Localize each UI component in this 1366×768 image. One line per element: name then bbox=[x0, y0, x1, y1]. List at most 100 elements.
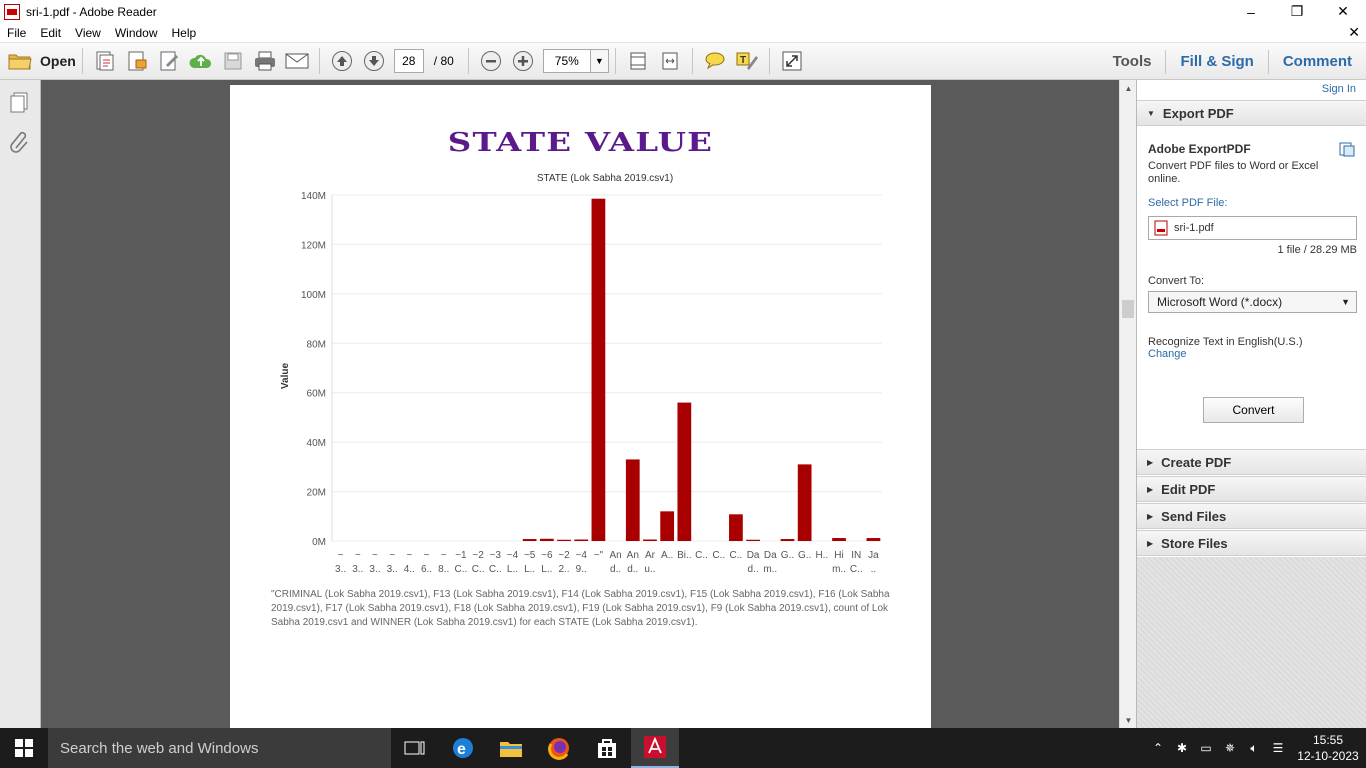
vertical-scrollbar[interactable]: ▲ ▼ bbox=[1119, 80, 1136, 728]
restore-button[interactable]: ❐ bbox=[1290, 3, 1304, 19]
sign-in-link[interactable]: Sign In bbox=[1321, 83, 1356, 95]
x-tick-label: d.. bbox=[627, 564, 638, 575]
convert-to-value: Microsoft Word (*.docx) bbox=[1157, 295, 1283, 309]
attachments-paperclip-icon[interactable] bbox=[7, 129, 33, 155]
comment-bubble-icon[interactable] bbox=[702, 48, 728, 74]
x-tick-label: 6.. bbox=[421, 564, 432, 575]
minimize-button[interactable]: – bbox=[1247, 3, 1255, 20]
full-screen-icon[interactable] bbox=[779, 48, 805, 74]
x-tick-label: ~3 bbox=[490, 550, 502, 561]
open-button[interactable]: Open bbox=[8, 51, 76, 71]
print-icon[interactable] bbox=[252, 48, 278, 74]
select-file-label: Select PDF File: bbox=[1148, 197, 1228, 209]
fit-width-icon[interactable] bbox=[657, 48, 683, 74]
system-tray: ⌃ ✱ ▭ ✵ 🔈︎ ☰ 15:55 12-10-2023 bbox=[1146, 728, 1366, 768]
next-page-icon[interactable] bbox=[361, 48, 387, 74]
windows-logo-icon bbox=[15, 739, 33, 757]
export-pdf-header[interactable]: ▼ Export PDF bbox=[1137, 100, 1366, 126]
x-tick-label: L.. bbox=[507, 564, 518, 575]
change-language-link[interactable]: Change bbox=[1148, 348, 1187, 360]
scroll-down-arrow-icon[interactable]: ▼ bbox=[1124, 715, 1133, 725]
start-button[interactable] bbox=[0, 728, 48, 768]
x-tick-label: C.. bbox=[489, 564, 502, 575]
upload-cloud-icon[interactable] bbox=[188, 48, 214, 74]
toolbar-separator bbox=[691, 48, 693, 74]
create-pdf-header[interactable]: ▶ Create PDF bbox=[1137, 449, 1366, 475]
notifications-icon[interactable]: ☰ bbox=[1272, 741, 1284, 755]
x-tick-label: u.. bbox=[644, 564, 655, 575]
menu-window[interactable]: Window bbox=[114, 25, 158, 40]
menu-view[interactable]: View bbox=[75, 25, 101, 40]
bluetooth-icon[interactable]: ✱ bbox=[1176, 741, 1188, 755]
edit-pdf-header[interactable]: ▶ Edit PDF bbox=[1137, 476, 1366, 502]
convert-to-label: Convert To: bbox=[1148, 275, 1205, 287]
svg-text:e: e bbox=[457, 741, 466, 758]
convert-button[interactable]: Convert bbox=[1203, 397, 1304, 423]
page-thumbnails-icon[interactable] bbox=[7, 90, 33, 116]
collapsed-triangle-icon: ▶ bbox=[1147, 457, 1154, 467]
x-tick-label: Ja bbox=[868, 550, 879, 561]
convert-to-select[interactable]: Microsoft Word (*.docx) ▼ bbox=[1148, 291, 1357, 313]
x-tick-label: IN bbox=[851, 550, 861, 561]
volume-icon[interactable]: 🔈︎ bbox=[1250, 740, 1258, 755]
taskbar-clock[interactable]: 15:55 12-10-2023 bbox=[1290, 732, 1366, 764]
tab-tools[interactable]: Tools bbox=[1112, 53, 1152, 70]
edge-browser-icon[interactable]: e bbox=[439, 728, 487, 768]
zoom-dropdown-chevron-icon[interactable]: ▼ bbox=[590, 49, 609, 73]
x-tick-label: C.. bbox=[695, 550, 708, 561]
battery-icon[interactable]: ▭ bbox=[1200, 741, 1212, 755]
x-tick-label: ~ bbox=[355, 550, 361, 561]
x-tick-label: G.. bbox=[781, 550, 794, 561]
send-files-title: Send Files bbox=[1161, 508, 1227, 524]
task-view-icon[interactable] bbox=[391, 728, 439, 768]
highlight-text-icon[interactable]: T bbox=[734, 48, 760, 74]
toolbar-separator bbox=[614, 48, 616, 74]
tab-separator bbox=[1165, 49, 1167, 74]
zoom-out-icon[interactable] bbox=[478, 48, 504, 74]
firefox-icon[interactable] bbox=[535, 728, 583, 768]
chart-caption: "CRIMINAL (Lok Sabha 2019.csv1), F13 (Lo… bbox=[271, 589, 890, 628]
edit-pdf-icon[interactable] bbox=[156, 48, 182, 74]
tab-fill-sign[interactable]: Fill & Sign bbox=[1180, 53, 1254, 70]
selected-file-field[interactable]: sri-1.pdf bbox=[1148, 216, 1357, 240]
save-icon[interactable] bbox=[220, 48, 246, 74]
email-icon[interactable] bbox=[284, 48, 310, 74]
store-files-header[interactable]: ▶ Store Files bbox=[1137, 530, 1366, 556]
page-number-input[interactable]: 28 bbox=[393, 49, 424, 73]
create-pdf-icon[interactable] bbox=[92, 48, 118, 74]
zoom-level-input[interactable]: 75% bbox=[542, 49, 591, 73]
x-tick-label: C.. bbox=[455, 564, 468, 575]
window-title: sri-1.pdf - Adobe Reader bbox=[26, 4, 157, 19]
send-files-header[interactable]: ▶ Send Files bbox=[1137, 503, 1366, 529]
export-service-icon[interactable] bbox=[1338, 140, 1356, 158]
x-tick-label: ~1 bbox=[455, 550, 467, 561]
fit-page-icon[interactable] bbox=[625, 48, 651, 74]
adobe-reader-taskbar-icon[interactable] bbox=[631, 728, 679, 768]
x-tick-label: ~5 bbox=[524, 550, 536, 561]
export-pdf-icon[interactable] bbox=[124, 48, 150, 74]
menu-edit[interactable]: Edit bbox=[40, 25, 62, 40]
zoom-in-icon[interactable] bbox=[510, 48, 536, 74]
scroll-up-arrow-icon[interactable]: ▲ bbox=[1124, 83, 1133, 93]
scroll-thumb[interactable] bbox=[1122, 300, 1134, 318]
close-window-button[interactable]: ✕ bbox=[1337, 3, 1349, 19]
menu-file[interactable]: File bbox=[7, 25, 27, 40]
menu-help[interactable]: Help bbox=[171, 25, 197, 40]
close-document-icon[interactable]: ✕ bbox=[1348, 24, 1360, 40]
x-tick-label: ~ bbox=[441, 550, 447, 561]
previous-page-icon[interactable] bbox=[329, 48, 355, 74]
clock-time: 15:55 bbox=[1312, 733, 1344, 747]
tab-comment[interactable]: Comment bbox=[1282, 53, 1352, 70]
file-explorer-icon[interactable] bbox=[487, 728, 535, 768]
store-icon[interactable] bbox=[583, 728, 631, 768]
show-hidden-icons-chevron-icon[interactable]: ⌃ bbox=[1152, 741, 1164, 755]
x-tick-label: 3.. bbox=[387, 564, 398, 575]
y-tick-label: 120M bbox=[301, 240, 326, 251]
recognize-text-label: Recognize Text in English(U.S.) bbox=[1148, 336, 1303, 348]
bar bbox=[557, 539, 571, 541]
taskbar-search-box[interactable]: Search the web and Windows bbox=[48, 728, 391, 768]
bar bbox=[660, 511, 675, 541]
network-icon[interactable]: ✵ bbox=[1224, 741, 1236, 755]
tools-pane: Sign In ▼ Export PDF Adobe ExportPDF Con… bbox=[1136, 80, 1366, 728]
document-view[interactable]: STATE VALUE STATE (Lok Sabha 2019.csv1) 0… bbox=[41, 80, 1119, 728]
